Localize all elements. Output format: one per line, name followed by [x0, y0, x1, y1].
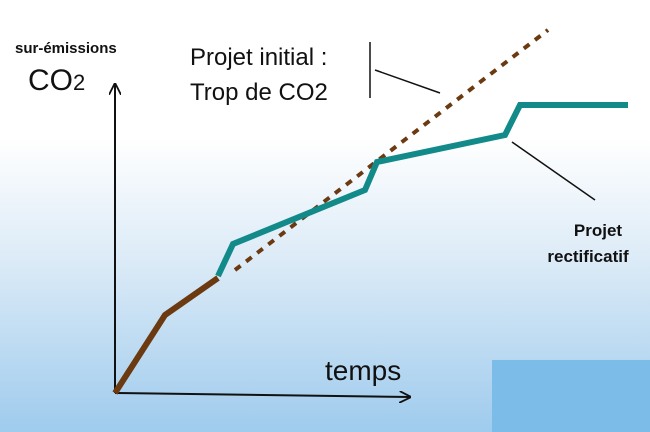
- background-panel: [492, 360, 650, 432]
- initial-trend: [233, 28, 550, 272]
- x-axis: [114, 393, 410, 397]
- y-axis-label: CO2: [28, 64, 85, 97]
- co-index: 2: [73, 70, 85, 95]
- leader-line: [511, 141, 596, 201]
- annotation: rectificatif: [547, 247, 629, 266]
- annotation: Projet: [574, 221, 623, 240]
- leader-line: [374, 69, 441, 94]
- x-axis-label: temps: [325, 355, 401, 386]
- y-axis-label: sur-émissions: [15, 40, 117, 57]
- annotation: Trop de CO2: [190, 79, 328, 106]
- revised-curve: [215, 102, 628, 278]
- annotation: Projet initial :: [190, 44, 327, 71]
- co-text: CO: [28, 64, 73, 97]
- past-curve: [112, 275, 220, 395]
